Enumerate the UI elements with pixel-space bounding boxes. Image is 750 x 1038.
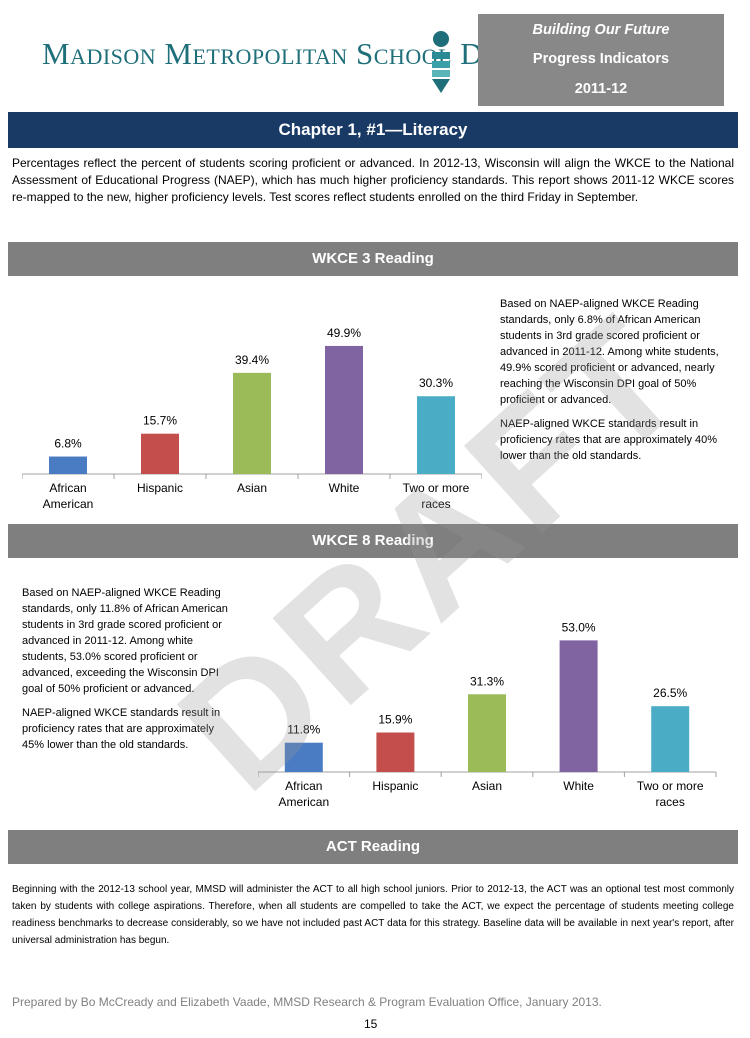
data-label: 11.8%	[287, 723, 320, 737]
data-label: 39.4%	[235, 353, 269, 367]
chart-bar	[651, 706, 690, 772]
data-label: 15.7%	[143, 414, 177, 428]
category-label: Hispanic	[137, 481, 183, 495]
chart-bar	[376, 732, 415, 772]
category-label: White	[329, 481, 360, 495]
category-label: White	[563, 779, 594, 793]
section-title-wkce3: WKCE 3 Reading	[8, 242, 738, 276]
info-box-line3: 2011-12	[574, 81, 628, 97]
category-label: African American	[278, 779, 329, 809]
wkce8-bar-chart: 11.8% African American 15.9% Hispanic 31.3% As…	[258, 590, 726, 822]
report-info-box: Building Our Future Progress Indicators …	[478, 14, 724, 106]
wkce8-paragraph-2: NAEP-aligned WKCE standards result in pr…	[22, 707, 221, 751]
chart-bar	[417, 396, 455, 474]
data-label: 53.0%	[562, 620, 596, 634]
wkce3-paragraph-1: Based on NAEP-aligned WKCE Reading stand…	[500, 298, 719, 406]
chart-bar	[49, 456, 87, 474]
wkce3-description: Based on NAEP-aligned WKCE Reading stand…	[500, 296, 728, 472]
section-title-wkce8: WKCE 8 Reading	[8, 524, 738, 558]
category-label: Asian	[237, 481, 267, 495]
data-label: 49.9%	[327, 326, 361, 340]
data-label: 30.3%	[419, 376, 453, 390]
data-label: 15.9%	[378, 713, 412, 727]
category-label: Two or more races	[637, 779, 704, 809]
chapter-title: Chapter 1, #1—Literacy	[8, 112, 738, 148]
intro-paragraph: Percentages reflect the percent of stude…	[12, 156, 734, 204]
act-description: Beginning with the 2012-13 school year, …	[12, 884, 734, 946]
chart-bar	[559, 640, 598, 772]
data-label: 31.3%	[470, 674, 504, 688]
chart-bar	[325, 345, 363, 474]
chart-bar	[284, 742, 323, 772]
section-title-act: ACT Reading	[8, 830, 738, 864]
chart-bar	[141, 433, 179, 474]
district-logo-icon	[428, 30, 454, 94]
wkce3-paragraph-2: NAEP-aligned WKCE standards result in pr…	[500, 418, 718, 462]
category-label: Two or more races	[403, 481, 470, 511]
info-box-line1: Building Our Future	[532, 22, 670, 38]
wkce8-description: Based on NAEP-aligned WKCE Reading stand…	[22, 585, 232, 761]
chart-bar	[468, 694, 506, 772]
category-label: Asian	[472, 779, 502, 793]
category-label: Hispanic	[372, 779, 418, 793]
wkce3-bar-chart: 6.8% African American 15.7% Hispanic 39.4% Asi…	[22, 292, 482, 524]
footer-credit: Prepared by Bo McCready and Elizabeth Va…	[12, 995, 602, 1009]
data-label: 6.8%	[54, 437, 82, 451]
wkce8-paragraph-1: Based on NAEP-aligned WKCE Reading stand…	[22, 587, 228, 695]
chart-bar	[233, 372, 271, 474]
data-label: 26.5%	[653, 686, 687, 700]
page-number: 15	[364, 1017, 378, 1031]
category-label: African American	[43, 481, 94, 511]
info-box-line2: Progress Indicators	[532, 51, 670, 67]
